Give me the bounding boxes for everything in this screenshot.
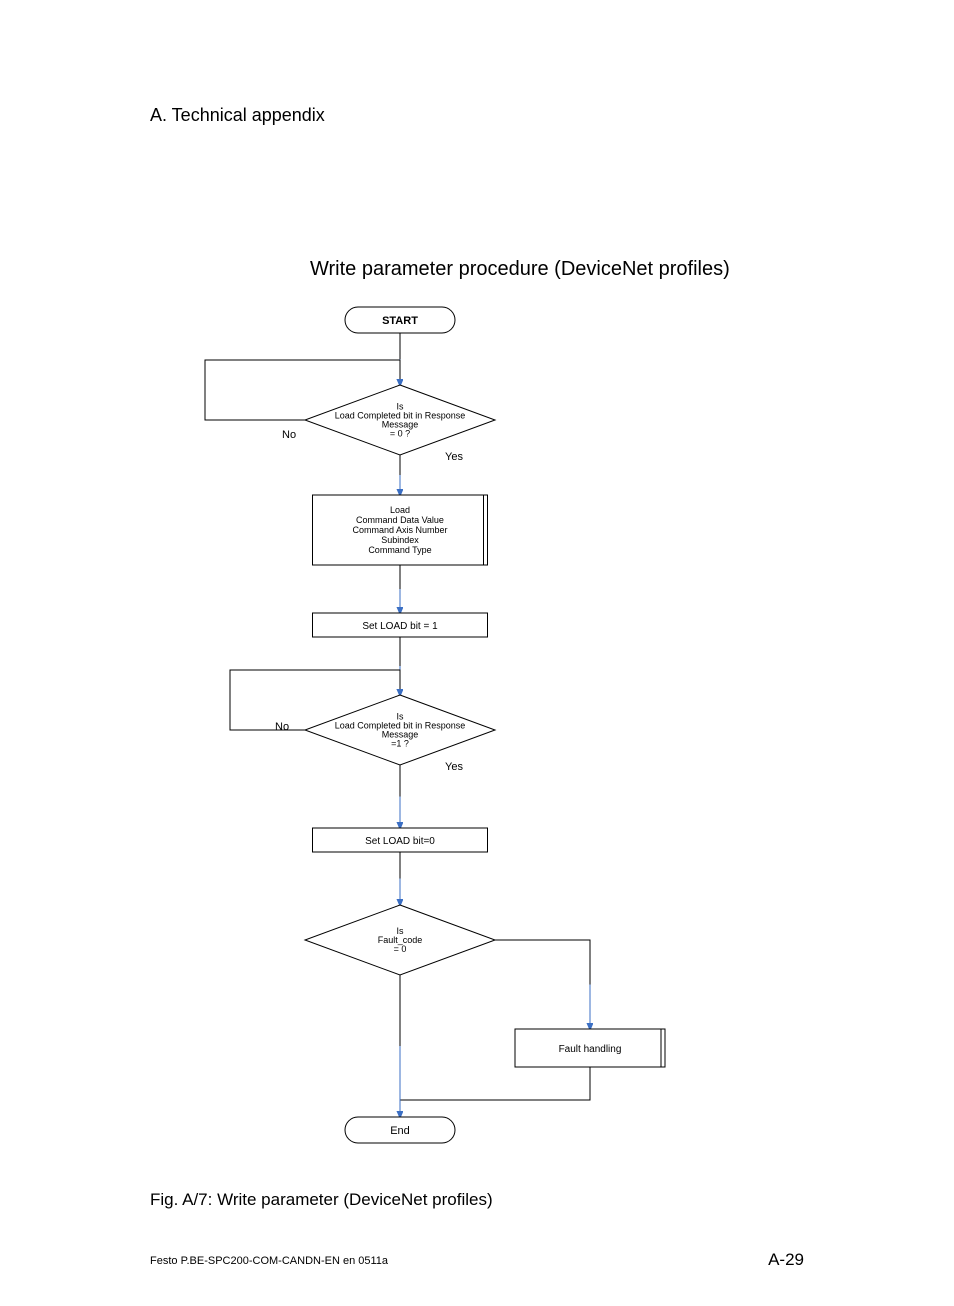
node-text: Load: [390, 505, 410, 515]
figure-caption: Fig. A/7: Write parameter (DeviceNet pro…: [150, 1190, 493, 1210]
node-text: Command Data Value: [356, 515, 444, 525]
diagram-title: Write parameter procedure (DeviceNet pro…: [310, 258, 730, 281]
node-text: No: [275, 721, 289, 733]
node-text: Yes: [445, 451, 463, 463]
node-text: Command Axis Number: [352, 525, 447, 535]
footer-left: Festo P.BE-SPC200-COM-CANDN-EN en 0511a: [150, 1255, 388, 1267]
node-text: START: [382, 315, 418, 327]
appendix-heading: A. Technical appendix: [150, 105, 325, 126]
node-text: Fault handling: [559, 1044, 622, 1055]
node-text: = 0: [394, 944, 407, 954]
node-text: Command Type: [368, 545, 431, 555]
edge: [400, 1067, 590, 1115]
node-text: No: [282, 429, 296, 441]
flowchart-nodes: STARTIsLoad Completed bit in ResponseMes…: [305, 307, 665, 1143]
node-text: Set LOAD bit=0: [365, 836, 435, 847]
node-text: = 0 ?: [390, 429, 410, 439]
node-text: Yes: [445, 761, 463, 773]
flowchart-svg: STARTIsLoad Completed bit in ResponseMes…: [150, 300, 790, 1170]
document-page: A. Technical appendix Write parameter pr…: [0, 0, 954, 1306]
edge: [495, 940, 590, 1029]
node-text: End: [390, 1125, 410, 1137]
node-text: =1 ?: [391, 739, 409, 749]
footer-right: A-29: [768, 1250, 804, 1270]
node-text: Set LOAD bit = 1: [362, 621, 438, 632]
node-text: Subindex: [381, 535, 419, 545]
